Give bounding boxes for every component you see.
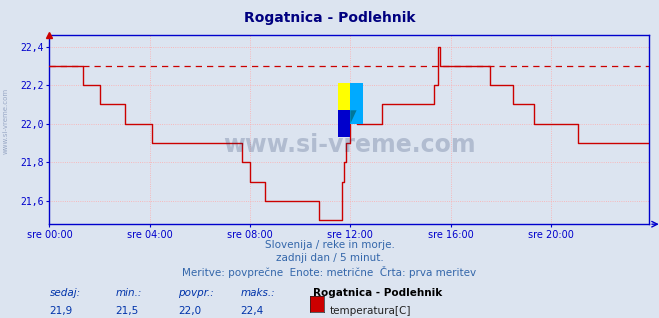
Text: povpr.:: povpr.:: [178, 288, 214, 298]
Text: maks.:: maks.:: [241, 288, 275, 298]
Text: zadnji dan / 5 minut.: zadnji dan / 5 minut.: [275, 253, 384, 263]
Text: temperatura[C]: temperatura[C]: [330, 306, 411, 316]
Text: Rogatnica - Podlehnik: Rogatnica - Podlehnik: [313, 288, 442, 298]
Text: www.si-vreme.com: www.si-vreme.com: [2, 88, 9, 154]
Text: www.si-vreme.com: www.si-vreme.com: [223, 133, 476, 157]
Text: 21,9: 21,9: [49, 306, 72, 316]
Text: Rogatnica - Podlehnik: Rogatnica - Podlehnik: [244, 11, 415, 25]
Bar: [338, 83, 351, 110]
Text: Slovenija / reke in morje.: Slovenija / reke in morje.: [264, 240, 395, 250]
Text: 22,4: 22,4: [241, 306, 264, 316]
Text: 22,0: 22,0: [178, 306, 201, 316]
Text: 21,5: 21,5: [115, 306, 138, 316]
Text: Meritve: povprečne  Enote: metrične  Črta: prva meritev: Meritve: povprečne Enote: metrične Črta:…: [183, 266, 476, 278]
Text: min.:: min.:: [115, 288, 142, 298]
Bar: [338, 110, 351, 137]
Text: sedaj:: sedaj:: [49, 288, 80, 298]
Bar: [351, 83, 363, 124]
Polygon shape: [351, 110, 357, 124]
